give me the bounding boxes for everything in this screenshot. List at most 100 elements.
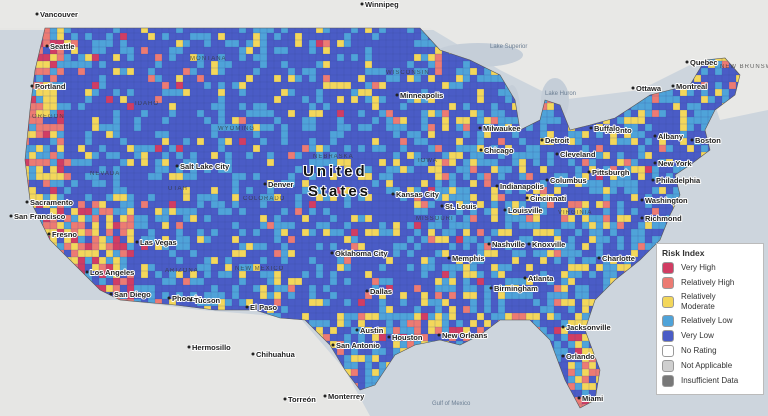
- county: [399, 53, 408, 62]
- county: [518, 95, 527, 104]
- county: [119, 214, 128, 223]
- county: [28, 95, 37, 104]
- county: [196, 193, 205, 202]
- county: [371, 312, 380, 321]
- county: [553, 123, 562, 132]
- county: [217, 88, 226, 97]
- county: [434, 277, 443, 286]
- county: [126, 116, 135, 125]
- county: [532, 123, 541, 132]
- county: [700, 207, 709, 216]
- county: [350, 291, 359, 300]
- county: [287, 249, 296, 258]
- county: [504, 74, 513, 83]
- county: [441, 102, 450, 111]
- county: [357, 109, 366, 118]
- county: [371, 109, 380, 118]
- county: [154, 67, 163, 76]
- county: [637, 354, 646, 363]
- county: [161, 130, 170, 139]
- county: [455, 151, 464, 160]
- county: [336, 221, 345, 230]
- county: [469, 298, 478, 307]
- county: [595, 298, 604, 307]
- county: [280, 277, 289, 286]
- county: [217, 221, 226, 230]
- county: [434, 347, 443, 356]
- county: [700, 186, 709, 195]
- county: [217, 172, 226, 181]
- county: [329, 207, 338, 216]
- county: [343, 144, 352, 153]
- county: [329, 102, 338, 111]
- county: [84, 81, 93, 90]
- county: [168, 32, 177, 41]
- county: [161, 165, 170, 174]
- county: [350, 214, 359, 223]
- county: [273, 228, 282, 237]
- county: [392, 256, 401, 265]
- county: [154, 81, 163, 90]
- county: [490, 291, 499, 300]
- county: [203, 172, 212, 181]
- county: [42, 179, 51, 188]
- county: [581, 123, 590, 132]
- county: [259, 116, 268, 125]
- county: [420, 207, 429, 216]
- county: [105, 221, 114, 230]
- county: [154, 172, 163, 181]
- county: [602, 207, 611, 216]
- county: [168, 277, 177, 286]
- county: [140, 158, 149, 167]
- county: [476, 158, 485, 167]
- county: [336, 291, 345, 300]
- county: [693, 102, 702, 111]
- county: [399, 81, 408, 90]
- county: [623, 235, 632, 244]
- county: [308, 88, 317, 97]
- county: [546, 144, 555, 153]
- county: [322, 221, 331, 230]
- county: [42, 151, 51, 160]
- county: [35, 249, 44, 258]
- county: [406, 60, 415, 69]
- county: [98, 179, 107, 188]
- county: [483, 256, 492, 265]
- county: [259, 249, 268, 258]
- county: [252, 39, 261, 48]
- county: [693, 123, 702, 132]
- county: [413, 39, 422, 48]
- county: [168, 144, 177, 153]
- county: [490, 228, 499, 237]
- county: [196, 235, 205, 244]
- county: [371, 263, 380, 272]
- county: [210, 221, 219, 230]
- county: [420, 74, 429, 83]
- county: [399, 39, 408, 48]
- county: [112, 74, 121, 83]
- county: [84, 46, 93, 55]
- county: [140, 137, 149, 146]
- county: [217, 214, 226, 223]
- county: [602, 270, 611, 279]
- county: [154, 144, 163, 153]
- county: [378, 270, 387, 279]
- county: [126, 81, 135, 90]
- county: [168, 81, 177, 90]
- county: [35, 263, 44, 272]
- county: [56, 137, 65, 146]
- county: [553, 221, 562, 230]
- county: [714, 207, 723, 216]
- county: [399, 172, 408, 181]
- county: [56, 172, 65, 181]
- county: [301, 228, 310, 237]
- county: [294, 95, 303, 104]
- county: [140, 130, 149, 139]
- county: [98, 151, 107, 160]
- county: [350, 270, 359, 279]
- county: [91, 228, 100, 237]
- county: [743, 166, 750, 173]
- county: [406, 81, 415, 90]
- county: [595, 200, 604, 209]
- county: [406, 109, 415, 118]
